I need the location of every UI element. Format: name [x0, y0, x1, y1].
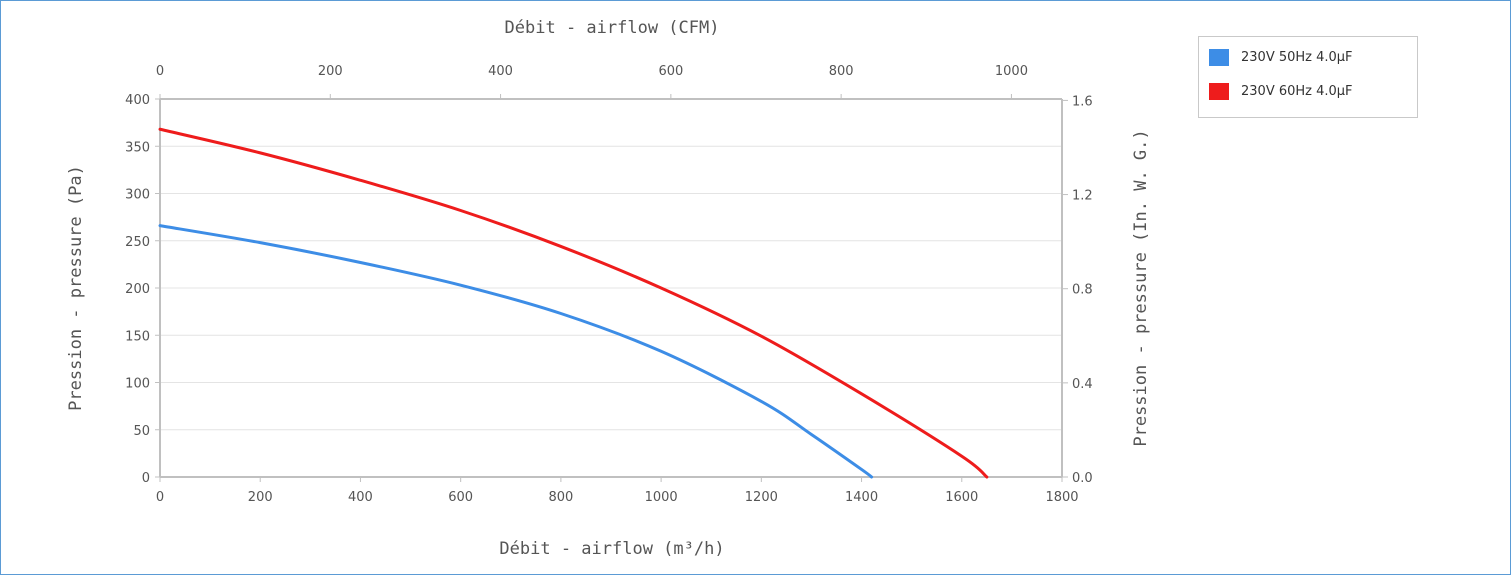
- series-line-1[interactable]: [158, 127, 989, 479]
- y-tick-label: 150: [125, 329, 150, 344]
- x-tick-label: 0: [156, 490, 164, 505]
- x-tick-label: 400: [348, 490, 373, 505]
- y-tick-label: 250: [125, 235, 150, 250]
- legend: 230V 50Hz 4.0µF 230V 60Hz 4.0µF: [1198, 36, 1418, 118]
- legend-swatch-50hz: [1209, 49, 1229, 66]
- x-tick-label: 800: [548, 490, 573, 505]
- y2-axis-title: Pression - pressure (In. W. G.): [1131, 129, 1151, 446]
- legend-item-60hz[interactable]: 230V 60Hz 4.0µF: [1209, 83, 1353, 100]
- y-tick-label: 50: [133, 424, 150, 439]
- x2-tick-label: 600: [658, 64, 683, 79]
- y2-tick-label: 0.0: [1072, 471, 1093, 486]
- series-line-0[interactable]: [158, 224, 874, 479]
- x-axis-title: Débit - airflow (m³/h): [499, 539, 724, 559]
- plot-area: [159, 98, 1063, 478]
- x-tick-label: 1200: [745, 490, 778, 505]
- y-tick-label: 200: [125, 282, 150, 297]
- y2-tick-label: 1.2: [1072, 189, 1093, 204]
- x2-tick-label: 400: [488, 64, 513, 79]
- y-tick-label: 0: [142, 471, 150, 486]
- x-tick-label: 1000: [645, 490, 678, 505]
- series-layer: [158, 127, 989, 479]
- y-tick-label: 100: [125, 377, 150, 392]
- y2-tick-label: 1.6: [1072, 94, 1093, 109]
- legend-label-50hz: 230V 50Hz 4.0µF: [1241, 50, 1353, 65]
- x2-tick-label: 200: [318, 64, 343, 79]
- x2-tick-label: 0: [156, 64, 164, 79]
- legend-item-50hz[interactable]: 230V 50Hz 4.0µF: [1209, 49, 1353, 66]
- y-tick-label: 300: [125, 188, 150, 203]
- x-tick-label: 1600: [945, 490, 978, 505]
- legend-label-60hz: 230V 60Hz 4.0µF: [1241, 84, 1353, 99]
- x-tick-label: 1800: [1045, 490, 1078, 505]
- x2-axis-title: Débit - airflow (CFM): [505, 18, 720, 38]
- y-axis-title: Pression - pressure (Pa): [66, 165, 86, 411]
- y2-tick-label: 0.4: [1072, 377, 1093, 392]
- y-tick-label: 400: [125, 93, 150, 108]
- y2-tick-label: 0.8: [1072, 283, 1093, 298]
- x2-tick-label: 1000: [995, 64, 1028, 79]
- grid-lines: [160, 98, 1062, 478]
- x-tick-label: 200: [248, 490, 273, 505]
- x2-tick-label: 800: [829, 64, 854, 79]
- x-tick-label: 1400: [845, 490, 878, 505]
- legend-swatch-60hz: [1209, 83, 1229, 100]
- y-tick-label: 350: [125, 140, 150, 155]
- x-tick-label: 600: [448, 490, 473, 505]
